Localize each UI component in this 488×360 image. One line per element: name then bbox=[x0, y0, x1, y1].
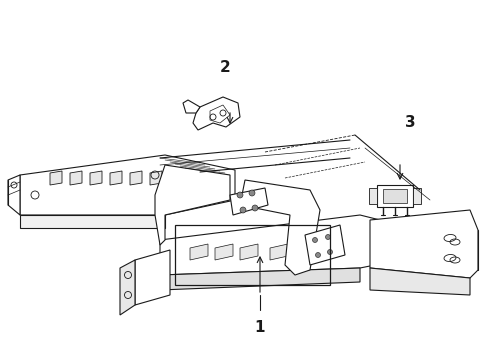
Polygon shape bbox=[150, 171, 162, 185]
Polygon shape bbox=[120, 260, 135, 315]
Polygon shape bbox=[110, 171, 122, 185]
Polygon shape bbox=[269, 244, 287, 260]
Polygon shape bbox=[160, 268, 359, 290]
Circle shape bbox=[312, 238, 317, 243]
Text: 3: 3 bbox=[404, 115, 414, 130]
Polygon shape bbox=[215, 244, 232, 260]
Polygon shape bbox=[382, 189, 406, 203]
Circle shape bbox=[251, 205, 258, 211]
Circle shape bbox=[325, 234, 330, 239]
Polygon shape bbox=[412, 188, 420, 204]
Text: 1: 1 bbox=[254, 320, 264, 335]
Polygon shape bbox=[193, 97, 240, 130]
Polygon shape bbox=[20, 215, 164, 228]
Polygon shape bbox=[305, 225, 345, 265]
Polygon shape bbox=[240, 244, 258, 260]
Text: 2: 2 bbox=[219, 60, 230, 75]
Circle shape bbox=[315, 252, 320, 257]
Circle shape bbox=[240, 207, 245, 213]
Polygon shape bbox=[8, 175, 20, 215]
Circle shape bbox=[327, 249, 332, 255]
Polygon shape bbox=[376, 185, 412, 207]
Polygon shape bbox=[183, 100, 200, 113]
Polygon shape bbox=[155, 165, 229, 245]
Polygon shape bbox=[369, 210, 477, 278]
Polygon shape bbox=[369, 268, 469, 295]
Polygon shape bbox=[20, 155, 235, 215]
Polygon shape bbox=[50, 171, 62, 185]
Polygon shape bbox=[135, 250, 170, 305]
Polygon shape bbox=[90, 171, 102, 185]
Circle shape bbox=[237, 192, 243, 198]
Polygon shape bbox=[130, 171, 142, 185]
Polygon shape bbox=[190, 244, 207, 260]
Bar bbox=[175, 225, 329, 285]
Polygon shape bbox=[70, 171, 82, 185]
Polygon shape bbox=[368, 188, 376, 204]
Circle shape bbox=[248, 190, 254, 196]
Polygon shape bbox=[240, 180, 319, 275]
Polygon shape bbox=[229, 188, 267, 215]
Polygon shape bbox=[160, 215, 399, 275]
